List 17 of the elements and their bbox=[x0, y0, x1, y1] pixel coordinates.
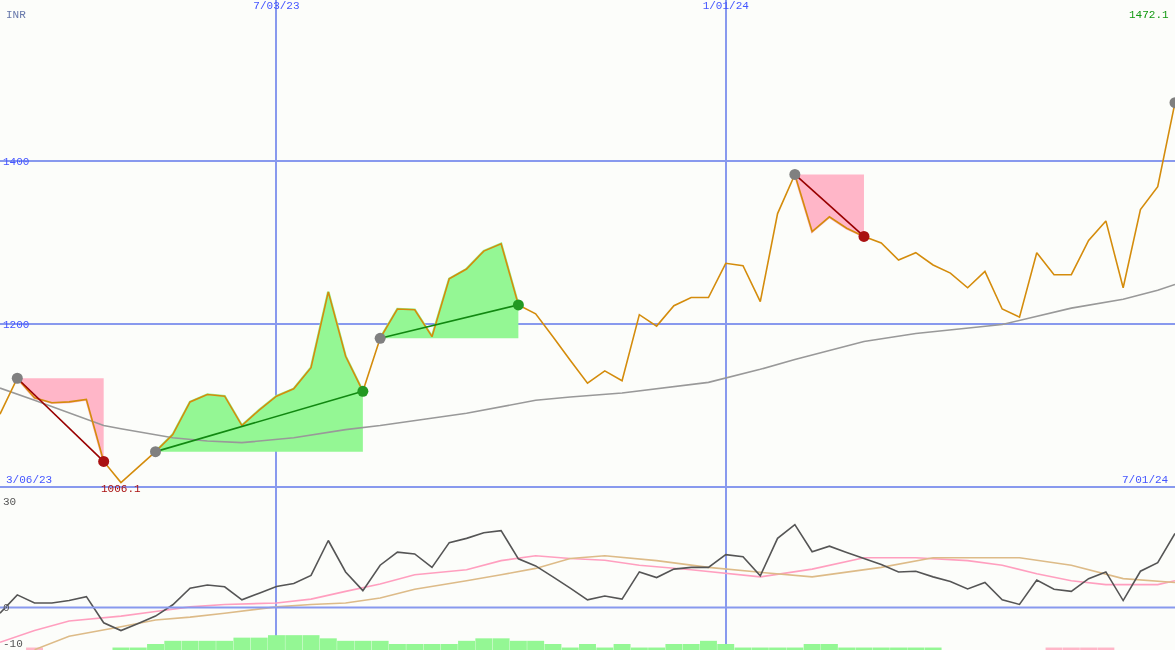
point bbox=[789, 168, 801, 180]
annotation: 3/06/23 bbox=[6, 474, 53, 486]
y-axis-title: INR bbox=[6, 9, 27, 21]
annotation: 7/01/24 bbox=[1122, 474, 1169, 486]
point bbox=[374, 332, 386, 344]
point bbox=[858, 230, 870, 242]
annotation: 1472.1 bbox=[1129, 9, 1170, 21]
line-series bbox=[0, 523, 1175, 632]
point bbox=[357, 385, 369, 397]
point bbox=[11, 372, 23, 384]
point bbox=[512, 299, 524, 311]
line-series bbox=[0, 283, 1175, 444]
point bbox=[98, 455, 110, 467]
annotation: 1006.1 bbox=[101, 483, 142, 495]
y-tick-label: -10 bbox=[3, 637, 23, 650]
point bbox=[150, 446, 162, 458]
y-tick-label: 30 bbox=[3, 496, 17, 509]
